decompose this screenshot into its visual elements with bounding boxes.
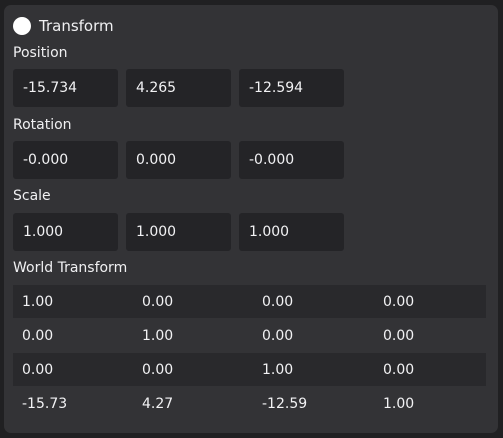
matrix-cell: 4.27 [142, 395, 174, 412]
matrix-cell: 1.00 [22, 293, 54, 310]
position-x-field[interactable]: -15.734 [13, 69, 118, 107]
rotation-z-field[interactable]: -0.000 [239, 141, 344, 179]
matrix-cell: 0.00 [262, 293, 294, 310]
matrix-cell: 0.00 [262, 327, 294, 344]
matrix-cell: 0.00 [383, 293, 415, 310]
transform-panel: Transform Position -15.734 4.265 -12.594… [4, 5, 498, 433]
matrix-cell: 0.00 [383, 327, 415, 344]
matrix-row: 0.00 0.00 1.00 0.00 [13, 353, 486, 386]
rotation-y-field[interactable]: 0.000 [126, 141, 231, 179]
matrix-cell: 0.00 [142, 361, 174, 378]
world-transform-label: World Transform [13, 260, 128, 276]
world-transform-matrix: 1.00 0.00 0.00 0.00 0.00 1.00 0.00 0.00 … [13, 285, 486, 421]
matrix-cell: 0.00 [142, 293, 174, 310]
component-title: Transform [39, 17, 114, 35]
matrix-cell: -15.73 [22, 395, 68, 412]
matrix-cell: 1.00 [142, 327, 174, 344]
position-label: Position [13, 45, 68, 61]
scale-x-field[interactable]: 1.000 [13, 213, 118, 251]
matrix-cell: 0.00 [383, 361, 415, 378]
position-y-field[interactable]: 4.265 [126, 69, 231, 107]
position-z-field[interactable]: -12.594 [239, 69, 344, 107]
scale-y-field[interactable]: 1.000 [126, 213, 231, 251]
matrix-row: 1.00 0.00 0.00 0.00 [13, 285, 486, 318]
scale-label: Scale [13, 188, 51, 204]
component-header[interactable]: Transform [13, 15, 114, 37]
scale-z-field[interactable]: 1.000 [239, 213, 344, 251]
enabled-toggle-icon[interactable] [13, 17, 31, 35]
matrix-cell: -12.59 [262, 395, 308, 412]
matrix-cell: 0.00 [22, 327, 54, 344]
matrix-row: -15.73 4.27 -12.59 1.00 [13, 387, 486, 420]
rotation-x-field[interactable]: -0.000 [13, 141, 118, 179]
matrix-cell: 1.00 [383, 395, 415, 412]
rotation-label: Rotation [13, 117, 72, 133]
matrix-cell: 1.00 [262, 361, 294, 378]
matrix-cell: 0.00 [22, 361, 54, 378]
matrix-row: 0.00 1.00 0.00 0.00 [13, 319, 486, 352]
